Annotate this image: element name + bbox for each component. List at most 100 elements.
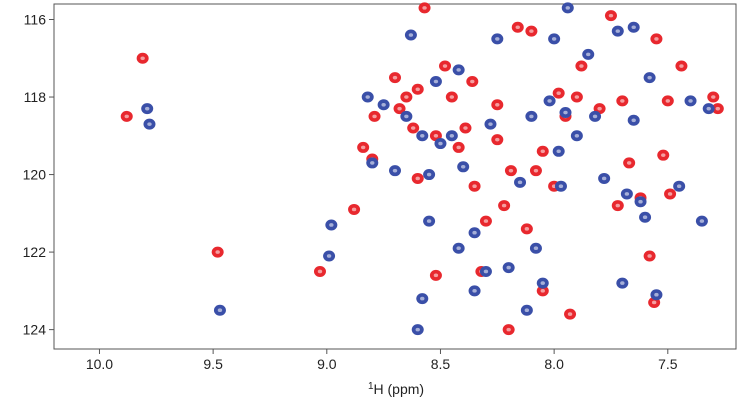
- peak-red-2: [211, 246, 224, 258]
- peak-red-41: [643, 250, 656, 262]
- y-axis-ticks: 116 118 120 122 124: [23, 12, 54, 338]
- peak-blue-47: [650, 289, 663, 301]
- peak-blue-24: [502, 262, 515, 274]
- peak-blue-50: [695, 215, 708, 227]
- peak-blue-53: [423, 215, 436, 227]
- peak-red-35: [575, 60, 588, 72]
- peak-blue-40: [611, 25, 624, 37]
- peak-red-5: [357, 141, 370, 153]
- peak-blue-41: [616, 277, 629, 289]
- peak-blue-19: [457, 161, 470, 173]
- peak-red-10: [407, 122, 420, 134]
- peak-blue-39: [598, 172, 611, 184]
- peak-blue-29: [536, 277, 549, 289]
- peak-blue-2: [213, 304, 226, 316]
- peak-red-26: [520, 223, 533, 235]
- peak-red-38: [616, 95, 629, 107]
- peak-blue-31: [548, 33, 561, 45]
- peak-blue-49: [684, 95, 697, 107]
- peak-blue-16: [434, 138, 447, 150]
- peak-red-17: [459, 122, 472, 134]
- peak-red-50: [502, 324, 515, 336]
- peak-red-4: [348, 203, 361, 215]
- peak-red-15: [445, 91, 458, 103]
- peak-blue-28: [529, 242, 542, 254]
- x-tick-label: 7.5: [658, 356, 678, 372]
- peak-blue-38: [589, 110, 602, 122]
- peak-red-25: [511, 21, 524, 33]
- x-tick-label: 9.0: [317, 356, 337, 372]
- y-tick-label: 116: [24, 12, 47, 28]
- peak-blue-7: [377, 99, 390, 111]
- peak-red-52: [393, 103, 406, 115]
- peak-blue-21: [479, 265, 492, 277]
- x-axis-label-main: H (ppm): [374, 381, 425, 397]
- x-axis-label: 1H (ppm): [368, 381, 424, 397]
- peak-blue-20: [468, 227, 481, 239]
- peak-red-49: [711, 103, 724, 115]
- peak-red-13: [429, 269, 442, 281]
- plot-frame: [53, 3, 737, 350]
- peak-blue-23: [491, 33, 504, 45]
- x-axis-label-superscript: 1: [368, 381, 374, 392]
- peaks-layer: [120, 2, 724, 336]
- peak-blue-11: [411, 324, 424, 336]
- peak-red-29: [536, 285, 549, 297]
- peak-red-34: [570, 91, 583, 103]
- peak-red-12: [411, 172, 424, 184]
- peak-blue-25: [514, 176, 527, 188]
- peak-blue-48: [673, 180, 686, 192]
- x-tick-label: 8.5: [431, 356, 451, 372]
- x-tick-label: 10.0: [86, 356, 113, 372]
- peak-blue-34: [559, 107, 572, 119]
- peak-red-48: [707, 91, 720, 103]
- x-tick-label: 9.5: [203, 356, 223, 372]
- peak-red-14: [439, 60, 452, 72]
- peak-blue-26: [520, 304, 533, 316]
- peak-blue-4: [323, 250, 336, 262]
- peak-blue-32: [552, 145, 565, 157]
- peak-red-0: [136, 52, 149, 64]
- peak-blue-52: [468, 285, 481, 297]
- peak-red-39: [623, 157, 636, 169]
- peak-blue-45: [639, 211, 652, 223]
- y-tick-label: 124: [23, 322, 47, 338]
- peak-blue-18: [452, 64, 465, 76]
- peak-red-31: [552, 87, 565, 99]
- peak-blue-17: [445, 130, 458, 142]
- peak-blue-51: [702, 103, 715, 115]
- peak-blue-6: [366, 157, 379, 169]
- peak-blue-27: [525, 110, 538, 122]
- peak-red-55: [611, 200, 624, 212]
- peak-red-27: [525, 25, 538, 37]
- peak-red-1: [120, 110, 133, 122]
- y-tick-label: 118: [24, 89, 47, 105]
- peak-blue-35: [561, 2, 574, 14]
- peak-blue-55: [452, 242, 465, 254]
- peak-blue-43: [627, 114, 640, 126]
- peak-blue-10: [404, 29, 417, 41]
- peak-red-8: [389, 72, 401, 84]
- peak-blue-5: [361, 91, 374, 103]
- peak-red-45: [661, 95, 674, 107]
- peak-blue-9: [400, 110, 413, 122]
- peak-blue-12: [416, 130, 429, 142]
- peak-blue-14: [423, 169, 436, 181]
- peak-red-16: [452, 141, 465, 153]
- peak-blue-42: [620, 188, 633, 200]
- peak-red-11: [411, 83, 424, 95]
- peak-blue-44: [634, 196, 647, 208]
- peak-red-47: [675, 60, 688, 72]
- peak-blue-56: [627, 21, 640, 33]
- peak-red-22: [491, 134, 504, 146]
- peak-red-46: [664, 188, 677, 200]
- peak-blue-46: [643, 72, 656, 84]
- peak-red-33: [564, 308, 577, 320]
- peak-blue-3: [325, 219, 338, 231]
- peak-red-18: [466, 76, 479, 88]
- peak-blue-36: [570, 130, 583, 142]
- peak-blue-1: [143, 118, 156, 130]
- peak-red-43: [650, 33, 663, 45]
- y-tick-label: 122: [23, 244, 47, 260]
